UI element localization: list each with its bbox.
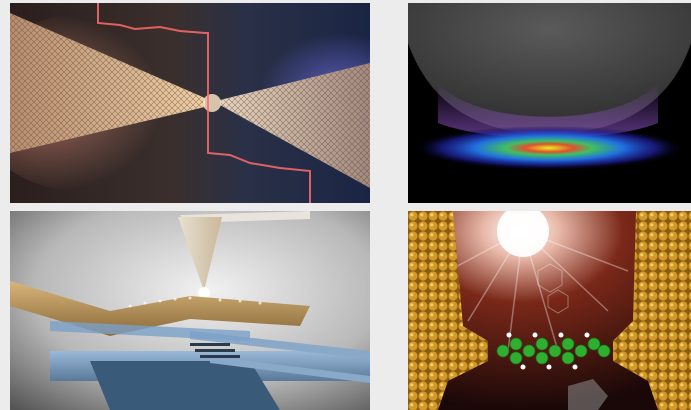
afm-tip <box>178 217 222 291</box>
light-source <box>497 211 549 257</box>
panel-probe-on-device <box>10 211 370 410</box>
probe-device-image <box>10 211 370 410</box>
conductance-step-trace <box>97 3 311 203</box>
tip-enhanced-field-image <box>408 3 691 203</box>
field-intensity-map <box>414 126 684 170</box>
panel-molecular-junction <box>408 211 691 410</box>
right-gold-electrode <box>613 211 691 410</box>
probe-tip <box>408 3 691 135</box>
panel-nanotube-junction <box>10 3 370 203</box>
nanotube-junction-image <box>10 3 370 203</box>
panel-tip-enhanced-field <box>408 3 691 203</box>
molecule-chain <box>496 332 611 370</box>
molecular-junction-image <box>408 211 691 410</box>
device-strip <box>10 281 310 336</box>
left-gold-electrode <box>408 211 488 410</box>
